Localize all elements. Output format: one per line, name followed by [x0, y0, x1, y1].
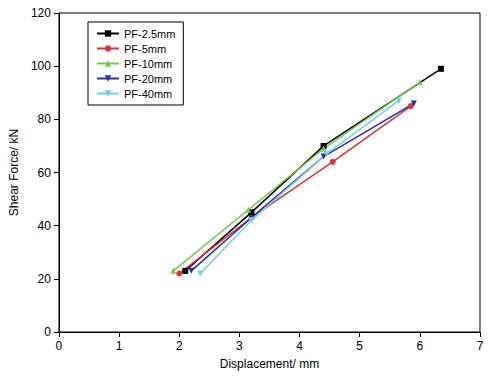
svg-text:PF-2.5mm: PF-2.5mm — [124, 28, 175, 40]
svg-text:40: 40 — [38, 219, 52, 233]
svg-text:7: 7 — [477, 339, 484, 353]
svg-text:Shear Force/ kN: Shear Force/ kN — [7, 129, 21, 216]
svg-text:Displacement/ mm: Displacement/ mm — [220, 357, 319, 371]
svg-text:0: 0 — [44, 325, 51, 339]
svg-text:0: 0 — [56, 339, 63, 353]
svg-text:3: 3 — [236, 339, 243, 353]
svg-text:PF-10mm: PF-10mm — [124, 58, 172, 70]
svg-text:PF-40mm: PF-40mm — [124, 88, 172, 100]
svg-text:1: 1 — [116, 339, 123, 353]
svg-text:PF-20mm: PF-20mm — [124, 73, 172, 85]
svg-text:100: 100 — [31, 59, 51, 73]
svg-text:PF-5mm: PF-5mm — [124, 43, 166, 55]
svg-text:2: 2 — [176, 339, 183, 353]
svg-text:60: 60 — [38, 166, 52, 180]
svg-text:6: 6 — [417, 339, 424, 353]
svg-text:20: 20 — [38, 272, 52, 286]
svg-text:4: 4 — [296, 339, 303, 353]
svg-text:5: 5 — [356, 339, 363, 353]
svg-text:120: 120 — [31, 6, 51, 20]
svg-text:80: 80 — [38, 112, 52, 126]
